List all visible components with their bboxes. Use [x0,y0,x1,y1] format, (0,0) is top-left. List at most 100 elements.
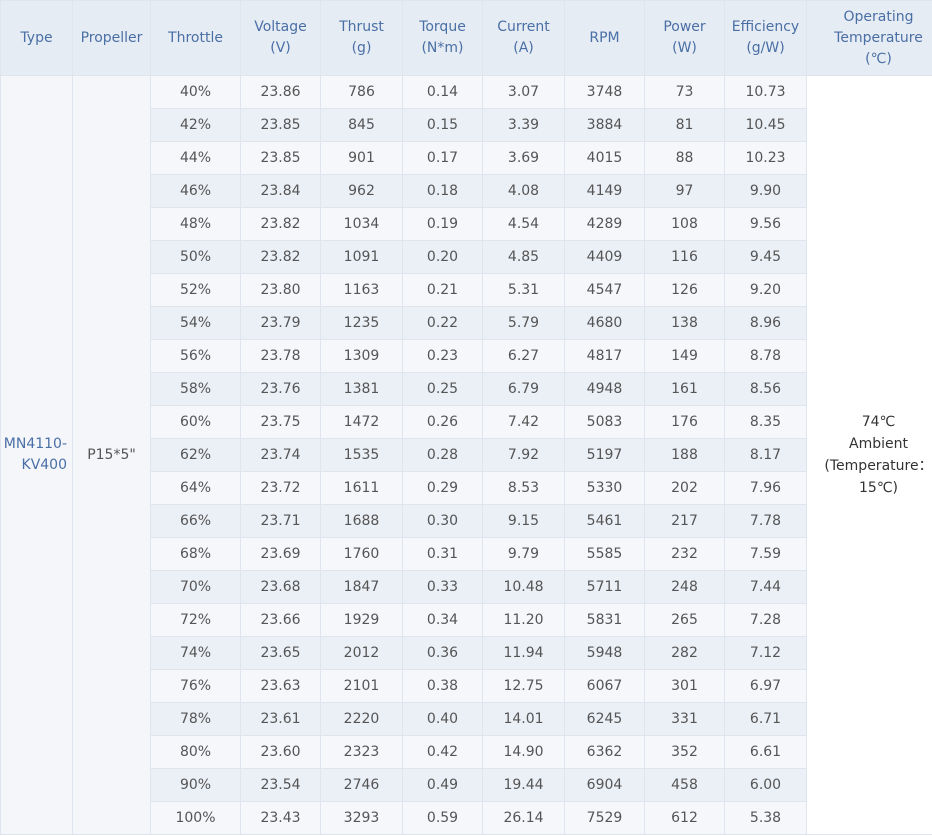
cell-rpm: 5711 [564,570,645,604]
table-row: 62% 23.74 1535 0.28 7.92 5197 188 8.17 [1,438,932,472]
table-row: 56% 23.78 1309 0.23 6.27 4817 149 8.78 [1,339,932,373]
cell-thrust: 1760 [320,537,403,571]
cell-power: 265 [644,603,725,637]
table-row: 90% 23.54 2746 0.49 19.44 6904 458 6.00 [1,768,932,802]
cell-power: 282 [644,636,725,670]
type-type_line2: KV400 [21,457,67,473]
cell-torque: 0.21 [402,273,483,307]
cell-throttle: 70% [150,570,241,604]
cell-thrust: 3293 [320,801,403,835]
cell-current: 12.75 [482,669,565,703]
temperature-line4: 15℃) [859,480,898,496]
cell-thrust: 2101 [320,669,403,703]
cell-efficiency: 8.78 [724,339,807,373]
header-voltage-line2: (V) [270,40,291,56]
header-torque: Torque (N*m) [402,0,483,76]
cell-rpm: 5461 [564,504,645,538]
cell-torque: 0.15 [402,108,483,142]
cell-torque: 0.49 [402,768,483,802]
cell-efficiency: 8.17 [724,438,807,472]
header-thrust: Thrust (g) [320,0,403,76]
cell-power: 81 [644,108,725,142]
cell-thrust: 1847 [320,570,403,604]
cell-voltage: 23.85 [240,141,321,175]
cell-rpm: 4680 [564,306,645,340]
cell-rpm: 5831 [564,603,645,637]
header-rpm: RPM [564,0,645,76]
cell-voltage: 23.71 [240,504,321,538]
cell-thrust: 1163 [320,273,403,307]
cell-current: 7.92 [482,438,565,472]
cell-thrust: 1309 [320,339,403,373]
table-row: 100% 23.43 3293 0.59 26.14 7529 612 5.38 [1,801,932,835]
cell-efficiency: 6.97 [724,669,807,703]
cell-voltage: 23.65 [240,636,321,670]
cell-current: 10.48 [482,570,565,604]
cell-throttle: 56% [150,339,241,373]
table-row: 60% 23.75 1472 0.26 7.42 5083 176 8.35 [1,405,932,439]
cell-rpm: 4547 [564,273,645,307]
cell-rpm: 4015 [564,141,645,175]
cell-thrust: 845 [320,108,403,142]
cell-power: 108 [644,207,725,241]
cell-torque: 0.20 [402,240,483,274]
type-type_line1: MN4110- [3,436,67,452]
cell-rpm: 4817 [564,339,645,373]
table-row: 44% 23.85 901 0.17 3.69 4015 88 10.23 [1,141,932,175]
cell-rpm: 5197 [564,438,645,472]
cell-throttle: 58% [150,372,241,406]
cell-throttle: 52% [150,273,241,307]
cell-current: 19.44 [482,768,565,802]
cell-efficiency: 7.12 [724,636,807,670]
cell-voltage: 23.60 [240,735,321,769]
cell-current: 5.79 [482,306,565,340]
table-row: MN4110- KV400 P15*5" 40% 23.86 786 0.14 3.07 374… [0,75,932,835]
cell-thrust: 1472 [320,405,403,439]
cell-thrust: 2323 [320,735,403,769]
cell-efficiency: 10.23 [724,141,807,175]
table-row: 76% 23.63 2101 0.38 12.75 6067 301 6.97 [1,669,932,703]
cell-throttle: 42% [150,108,241,142]
cell-thrust: 1535 [320,438,403,472]
cell-efficiency: 7.44 [724,570,807,604]
header-power-line2: (W) [672,40,697,56]
header-operating-temperature: Operating Temperature (℃) [806,0,932,76]
cell-efficiency: 5.38 [724,801,807,835]
cell-efficiency: 6.71 [724,702,807,736]
type-cell: MN4110- KV400 [0,75,73,835]
table-row: 70% 23.68 1847 0.33 10.48 5711 248 7.44 [1,570,932,604]
cell-torque: 0.18 [402,174,483,208]
header-torque-line1: Torque [419,19,466,35]
cell-torque: 0.14 [402,75,483,109]
header-type-line1: Type [20,29,53,46]
cell-current: 3.69 [482,141,565,175]
cell-efficiency: 7.96 [724,471,807,505]
cell-power: 88 [644,141,725,175]
header-power-line1: Power [663,19,706,35]
cell-torque: 0.23 [402,339,483,373]
cell-power: 331 [644,702,725,736]
cell-throttle: 40% [150,75,241,109]
cell-current: 9.15 [482,504,565,538]
header-operating-temperature-line2: Temperature [834,29,923,46]
header-efficiency: Efficiency (g/W) [724,0,807,76]
table-row: 58% 23.76 1381 0.25 6.79 4948 161 8.56 [1,372,932,406]
temperature-line3: (Temperature： [824,458,932,474]
cell-efficiency: 8.96 [724,306,807,340]
cell-throttle: 68% [150,537,241,571]
cell-voltage: 23.74 [240,438,321,472]
cell-thrust: 1091 [320,240,403,274]
cell-power: 97 [644,174,725,208]
cell-torque: 0.59 [402,801,483,835]
cell-torque: 0.28 [402,438,483,472]
cell-torque: 0.29 [402,471,483,505]
cell-power: 73 [644,75,725,109]
cell-thrust: 2220 [320,702,403,736]
cell-torque: 0.17 [402,141,483,175]
cell-current: 4.85 [482,240,565,274]
cell-torque: 0.33 [402,570,483,604]
cell-voltage: 23.54 [240,768,321,802]
cell-torque: 0.22 [402,306,483,340]
cell-efficiency: 8.56 [724,372,807,406]
cell-voltage: 23.63 [240,669,321,703]
